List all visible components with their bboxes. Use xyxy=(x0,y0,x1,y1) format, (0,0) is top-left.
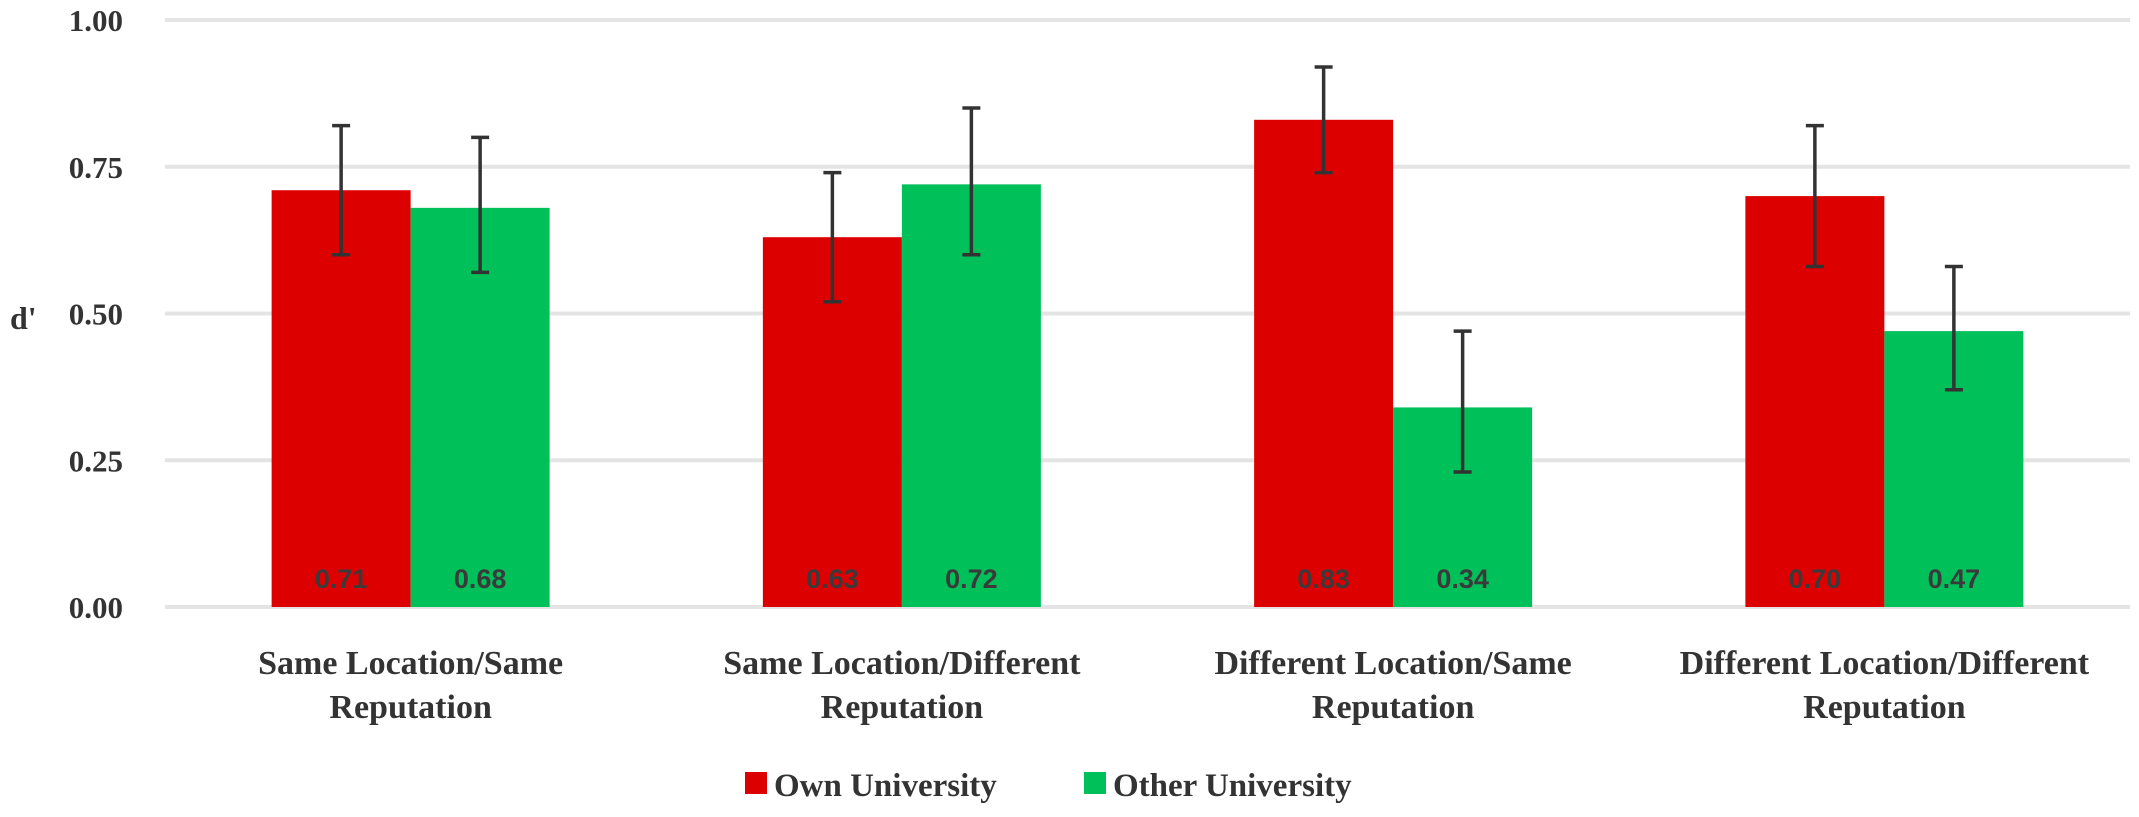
error-bars xyxy=(332,65,1963,474)
error-bar xyxy=(332,123,351,257)
y-axis-label: d' xyxy=(10,300,37,336)
x-category-label-line: Different Location/Same xyxy=(1215,645,1572,682)
legend-label: Own University xyxy=(774,768,997,804)
data-label: 0.63 xyxy=(806,564,859,594)
data-label: 0.34 xyxy=(1436,564,1489,594)
x-category-label-line: Reputation xyxy=(1312,689,1475,726)
x-category-label: Different Location/Different Reputation xyxy=(1680,645,2090,726)
bars xyxy=(271,119,2024,608)
y-tick-label: 0.75 xyxy=(69,150,123,185)
legend-swatch xyxy=(1084,772,1106,794)
error-bar xyxy=(823,170,842,304)
y-tick-label: 0.50 xyxy=(69,297,123,332)
bar xyxy=(271,190,411,608)
data-label: 0.83 xyxy=(1297,564,1350,594)
x-category-label: Same Location/Same Reputation xyxy=(258,645,563,726)
data-label: 0.71 xyxy=(315,564,368,594)
y-tick-label: 1.00 xyxy=(69,3,123,38)
error-bar xyxy=(471,135,490,275)
error-bar xyxy=(962,106,981,257)
error-bar xyxy=(1314,65,1333,175)
legend-item: Own University xyxy=(745,768,997,804)
x-category-label-line: Reputation xyxy=(329,689,492,726)
x-category-label-line: Reputation xyxy=(1803,689,1966,726)
y-axis-ticks: 0.00 0.25 0.50 0.75 1.00 xyxy=(69,3,123,625)
legend-item: Other University xyxy=(1084,768,1352,804)
legend: Own University Other University xyxy=(745,768,1352,804)
data-labels: 0.71 0.68 0.63 0.72 0.83 0.34 0.70 0.47 xyxy=(315,564,1980,594)
x-category-label: Same Location/Different Reputation xyxy=(723,645,1081,726)
data-label: 0.47 xyxy=(1928,564,1981,594)
data-label: 0.70 xyxy=(1789,564,1842,594)
error-bar xyxy=(1944,264,1963,392)
data-label: 0.68 xyxy=(454,564,507,594)
error-bar xyxy=(1805,123,1824,269)
error-bar xyxy=(1453,329,1472,474)
y-tick-label: 0.00 xyxy=(69,590,123,625)
legend-swatch xyxy=(745,772,767,794)
x-category-label-line: Same Location/Different xyxy=(723,645,1081,682)
legend-label: Other University xyxy=(1113,768,1352,804)
x-category-label-line: Reputation xyxy=(821,689,984,726)
bar xyxy=(1254,119,1394,607)
x-category-label-line: Different Location/Different xyxy=(1680,645,2090,682)
x-category-label-line: Same Location/Same xyxy=(258,645,563,682)
x-category-label: Different Location/Same Reputation xyxy=(1215,645,1572,726)
bar xyxy=(410,207,550,607)
data-label: 0.72 xyxy=(945,564,998,594)
y-tick-label: 0.25 xyxy=(69,443,123,478)
